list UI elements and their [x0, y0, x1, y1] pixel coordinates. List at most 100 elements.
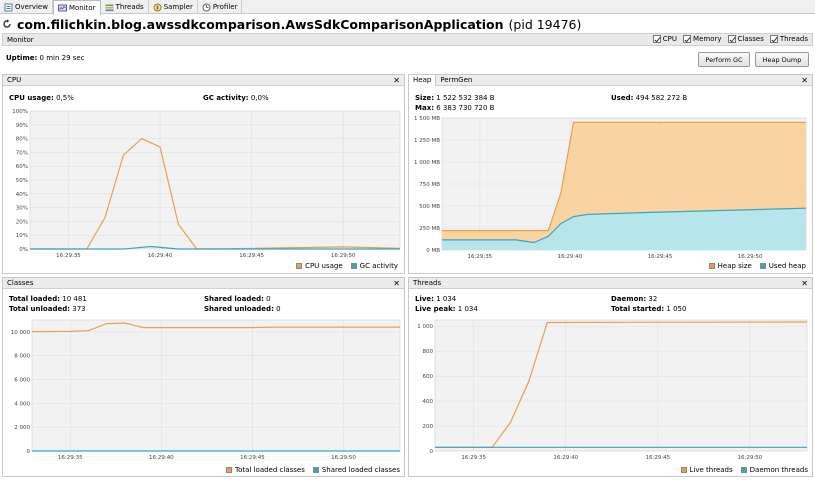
- perform-gc-button[interactable]: Perform GC: [698, 52, 750, 67]
- y-tick-label: 0 MB: [426, 248, 440, 254]
- threads-chart: 0 200 400 600 800 1 000 16:29:35 16:29:40 16:29:…: [417, 319, 808, 461]
- uptime-label: Uptime:: [6, 54, 38, 62]
- daemon-threads-label: Daemon:: [611, 295, 647, 303]
- x-tick-label: 16:29:40: [149, 455, 174, 461]
- classes-chart: 0 2 000 4 000 6 000 8 000 10 000 16:29:35 16:29…: [11, 319, 401, 461]
- y-tick-label: 200: [423, 424, 434, 430]
- memory-checkbox-label: Memory: [693, 35, 722, 43]
- x-tick-label: 16:29:35: [56, 253, 81, 259]
- heap-panel-header: Heap PermGen ✕: [409, 74, 812, 86]
- threads-legend: Live threads Daemon threads: [680, 466, 808, 474]
- x-tick-label: 16:29:50: [331, 253, 356, 259]
- tab-profiler[interactable]: Profiler: [198, 0, 243, 14]
- y-tick-label: 1 000: [417, 324, 433, 330]
- heap-size-stat: Size: 1 522 532 384 B: [415, 94, 495, 102]
- threads-checkbox[interactable]: Threads: [769, 35, 808, 43]
- x-tick-label: 16:29:50: [738, 455, 763, 461]
- classes-checkbox[interactable]: Classes: [727, 35, 764, 43]
- tab-sampler[interactable]: Sampler: [149, 0, 198, 14]
- legend-label: Total loaded classes: [235, 466, 305, 474]
- memory-checkbox[interactable]: Memory: [683, 35, 722, 43]
- total-loaded-label: Total loaded:: [9, 295, 61, 303]
- live-peak-label: Live peak:: [415, 305, 456, 313]
- legend-item-gc-activity: GC activity: [350, 262, 398, 270]
- y-tick-label: 4 000: [14, 401, 30, 407]
- series-line-gc-activity: [30, 245, 400, 250]
- live-threads-label: Live:: [415, 295, 434, 303]
- checkbox-checked-icon: [652, 35, 661, 43]
- total-started-stat: Total started: 1 050: [611, 305, 686, 313]
- monitor-icon: [57, 4, 67, 11]
- x-tick-label: 16:29:45: [645, 455, 670, 461]
- heap-dump-button[interactable]: Heap Dump: [755, 52, 809, 67]
- tab-threads[interactable]: Threads: [101, 0, 149, 14]
- series-line-total-loaded-classes: [31, 322, 400, 333]
- close-icon[interactable]: ✕: [393, 279, 400, 288]
- legend-label: Heap size: [717, 262, 752, 270]
- tab-heap[interactable]: Heap: [409, 74, 437, 86]
- gc-activity-label: GC activity:: [203, 94, 249, 102]
- cpu-legend: CPU usage GC activity: [296, 262, 398, 270]
- sampler-icon: [153, 3, 162, 11]
- close-icon[interactable]: ✕: [393, 76, 400, 85]
- daemon-threads-stat: Daemon: 32: [611, 295, 657, 303]
- legend-swatch: [350, 263, 357, 269]
- x-tick-label: 16:29:50: [738, 254, 763, 260]
- legend-swatch: [740, 467, 747, 473]
- monitor-header: Monitor CPU Memory Classes Threads: [2, 33, 813, 46]
- classes-panel-header: Classes ✕: [3, 278, 404, 289]
- x-tick-label: 16:29:40: [553, 455, 578, 461]
- legend-swatch: [708, 263, 715, 269]
- shared-unloaded-value: 0: [276, 305, 281, 313]
- legend-item-shared-loaded: Shared loaded classes: [312, 466, 400, 474]
- heap-used-stat: Used: 494 582 272 B: [611, 94, 687, 102]
- gc-activity-value: 0,0%: [250, 94, 269, 102]
- live-peak-value: 1 034: [457, 305, 478, 313]
- y-tick-label: 400: [423, 399, 434, 405]
- x-tick-label: 16:29:45: [648, 254, 673, 260]
- legend-item-total-loaded: Total loaded classes: [226, 466, 305, 474]
- tab-permgen[interactable]: PermGen: [440, 76, 473, 84]
- uptime: Uptime: 0 min 29 sec: [6, 54, 85, 62]
- legend-swatch: [296, 263, 303, 269]
- gc-activity-stat: GC activity: 0,0%: [203, 94, 269, 102]
- tab-overview[interactable]: Overview: [0, 0, 53, 14]
- heap-used-value: 494 582 272 B: [635, 94, 688, 102]
- profiler-icon: [202, 3, 211, 11]
- legend-label: CPU usage: [305, 262, 343, 270]
- close-icon[interactable]: ✕: [801, 279, 808, 288]
- y-tick-label: 1 250 MB: [414, 138, 440, 144]
- legend-item-daemon-threads: Daemon threads: [740, 466, 808, 474]
- cpu-checkbox-label: CPU: [662, 35, 678, 43]
- cpu-checkbox[interactable]: CPU: [652, 35, 678, 43]
- uptime-value: 0 min 29 sec: [39, 54, 85, 62]
- checkbox-checked-icon: [769, 35, 778, 43]
- application-title: com.filichkin.blog.awssdkcomparison.AwsS…: [2, 16, 581, 32]
- y-tick-label: 750 MB: [419, 182, 440, 188]
- heap-max-label: Max:: [415, 104, 435, 112]
- x-tick-label: 16:29:45: [240, 455, 265, 461]
- y-tick-label: 1 500 MB: [414, 116, 440, 122]
- legend-label: Live threads: [689, 466, 733, 474]
- y-tick-label: 10%: [16, 233, 28, 239]
- y-tick-label: 20%: [16, 219, 28, 225]
- legend-swatch: [226, 467, 233, 473]
- cpu-usage-stat: CPU usage: 0,5%: [9, 94, 74, 102]
- legend-label: Daemon threads: [749, 466, 808, 474]
- threads-panel-header: Threads ✕: [409, 278, 812, 289]
- close-icon[interactable]: ✕: [801, 76, 808, 85]
- legend-swatch: [312, 467, 319, 473]
- y-tick-label: 2 000: [14, 425, 30, 431]
- total-started-label: Total started:: [611, 305, 665, 313]
- total-unloaded-value: 373: [72, 305, 86, 313]
- heap-legend: Heap size Used heap: [708, 262, 806, 270]
- y-tick-label: 6 000: [14, 378, 30, 384]
- x-tick-label: 16:29:35: [467, 254, 492, 260]
- live-peak-stat: Live peak: 1 034: [415, 305, 478, 313]
- legend-item-used-heap: Used heap: [759, 262, 806, 270]
- classes-panel-title: Classes: [7, 279, 34, 287]
- tab-monitor[interactable]: Monitor: [52, 0, 101, 15]
- legend-item-live-threads: Live threads: [680, 466, 733, 474]
- total-unloaded-stat: Total unloaded: 373: [9, 305, 86, 313]
- y-tick-label: 50%: [16, 178, 28, 184]
